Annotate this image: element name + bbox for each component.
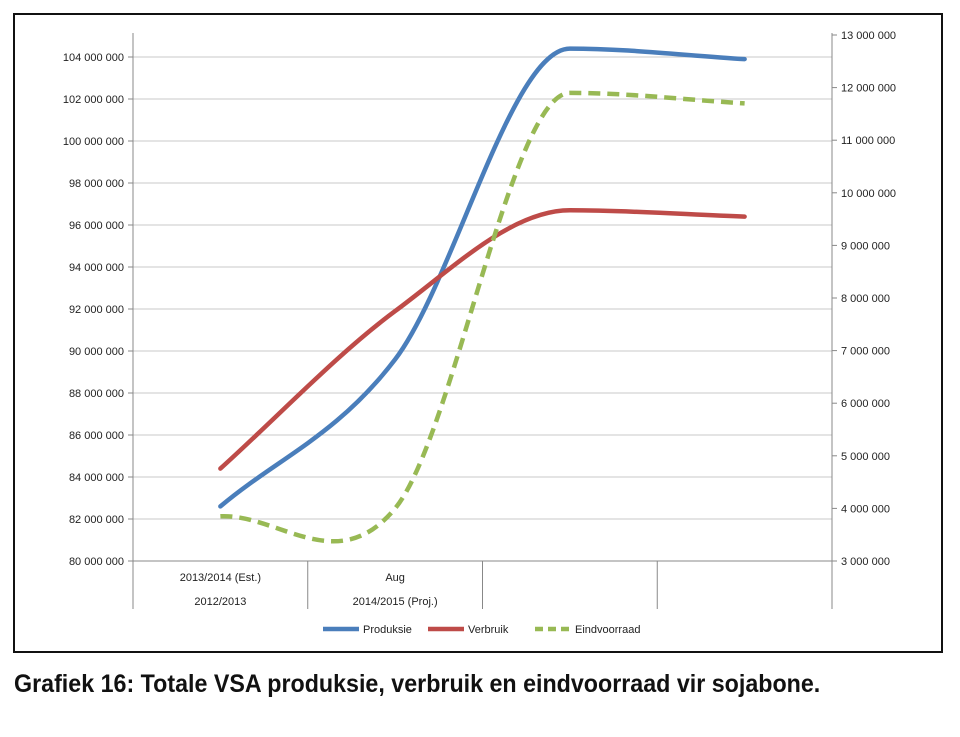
right-tick-label: 11 000 000 xyxy=(841,135,895,147)
left-tick-label: 80 000 000 xyxy=(69,556,124,568)
right-tick-label: 8 000 000 xyxy=(841,293,890,305)
chart-frame: 80 000 000 82 000 000 84 000 000 86 000 000… xyxy=(13,13,943,653)
series-line-eindvoorraad xyxy=(220,90,745,544)
right-tick-label: 12 000 000 xyxy=(841,83,896,95)
left-tick-label: 98 000 000 xyxy=(69,178,124,190)
legend-label: Verbruik xyxy=(468,624,509,636)
legend: Produksie Verbruik Eindvoorraad xyxy=(323,624,640,636)
right-tick-label: 5 000 000 xyxy=(841,451,890,463)
left-tick-label: 84 000 000 xyxy=(69,472,124,484)
right-tick-label: 10 000 000 xyxy=(841,188,896,200)
gridlines xyxy=(133,56,832,562)
right-tick-label: 9 000 000 xyxy=(841,240,890,252)
category-label: 2012/2013 xyxy=(194,596,246,608)
left-tick-label: 100 000 000 xyxy=(63,136,124,148)
left-tick-label: 90 000 000 xyxy=(69,346,124,358)
category-label: 2013/2014 (Est.) xyxy=(180,572,261,584)
category-label: 2014/2015 (Proj.) xyxy=(353,596,438,608)
right-axis-ticks: 3 000 000 4 000 000 5 000 000 6 000 000 7 00… xyxy=(841,30,896,568)
right-tick-label: 4 000 000 xyxy=(841,503,890,515)
line-chart: 80 000 000 82 000 000 84 000 000 86 000 000… xyxy=(63,30,896,636)
left-tick-label: 92 000 000 xyxy=(69,304,124,316)
series-line-verbruik xyxy=(218,208,747,471)
right-tick-label: 13 000 000 xyxy=(841,30,896,42)
right-tick-label: 7 000 000 xyxy=(841,346,890,358)
legend-label: Eindvoorraad xyxy=(575,624,640,636)
right-tick-label: 3 000 000 xyxy=(841,556,890,568)
left-tick-label: 102 000 000 xyxy=(63,94,124,106)
left-tick-label: 88 000 000 xyxy=(69,388,124,400)
category-label: Aug xyxy=(385,572,405,584)
legend-label: Produksie xyxy=(363,624,412,636)
left-tick-label: 104 000 000 xyxy=(63,52,124,64)
series-lines xyxy=(218,46,747,544)
axes xyxy=(128,33,837,609)
left-axis-ticks: 80 000 000 82 000 000 84 000 000 86 000 000… xyxy=(63,52,124,568)
left-tick-label: 96 000 000 xyxy=(69,220,124,232)
series-line-produksie xyxy=(218,46,747,509)
left-tick-label: 86 000 000 xyxy=(69,430,124,442)
right-tick-label: 6 000 000 xyxy=(841,398,890,410)
left-tick-label: 82 000 000 xyxy=(69,514,124,526)
category-labels: 2013/2014 (Est.) Aug 2012/2013 2014/2015 (P… xyxy=(180,572,438,608)
left-tick-label: 94 000 000 xyxy=(69,262,124,274)
figure-caption: Grafiek 16: Totale VSA produksie, verbru… xyxy=(14,670,821,698)
